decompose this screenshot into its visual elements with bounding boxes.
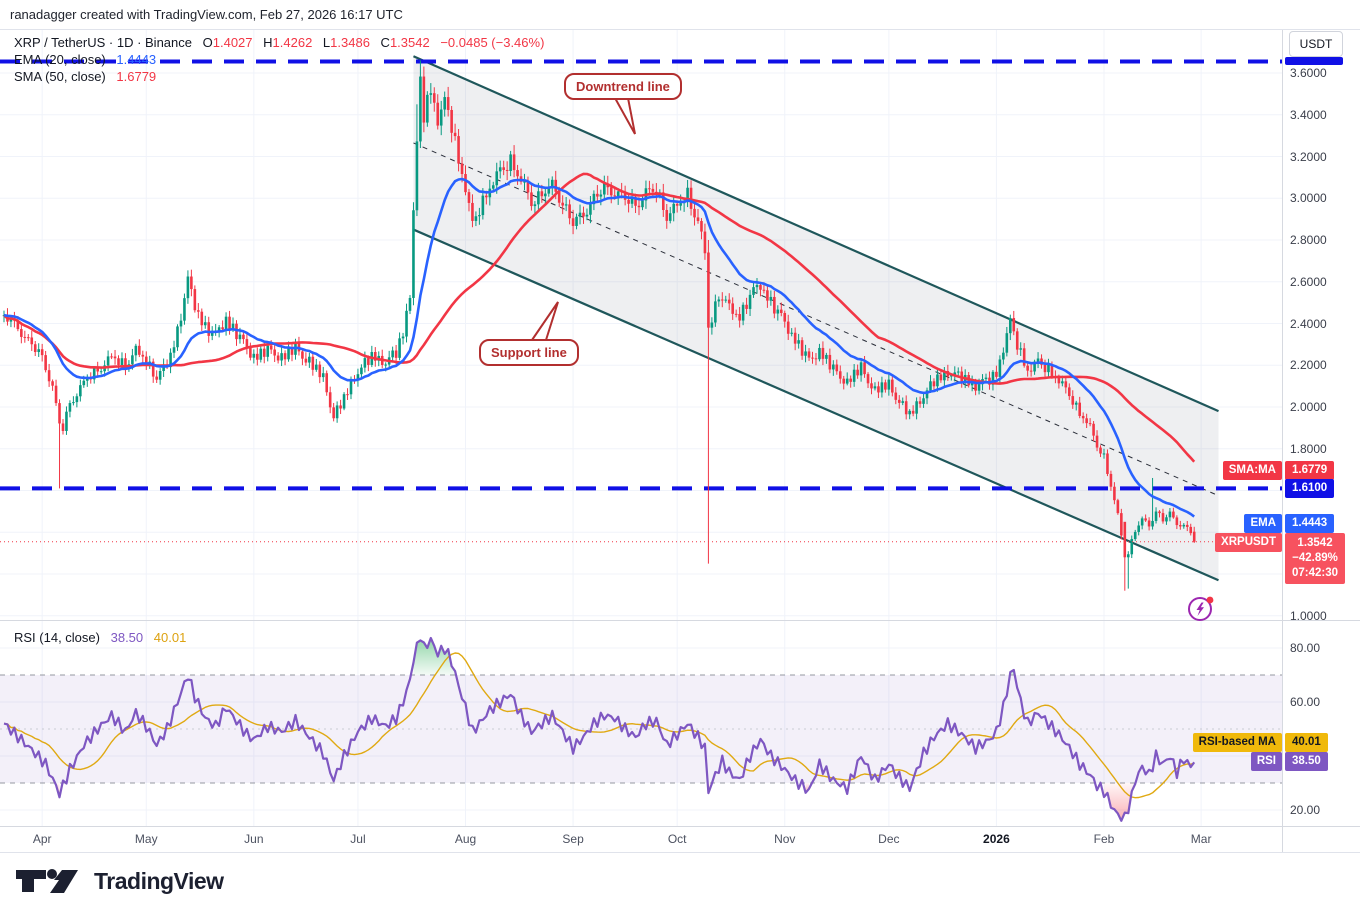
upper-price-line-axis-marker[interactable] [1285,57,1343,65]
price-tick-label: 3.4000 [1290,107,1327,122]
symbol-axis-tag: XRPUSDT [1215,533,1282,552]
downtrend-balloon-tail [613,97,636,135]
time-axis-label: Aug [454,832,477,846]
ema-axis-tag: EMA [1244,514,1282,533]
flash-ideas-icon[interactable] [1186,594,1216,624]
rsi-legend-row[interactable]: RSI (14, close) 38.50 40.01 [14,630,186,645]
sma-axis-value: 1.6779 [1285,461,1335,480]
time-axis-label: Sep [562,832,584,846]
ema-label: EMA (20, close) [14,52,106,67]
rsi-label: RSI (14, close) [14,630,100,645]
time-axis-label: Nov [774,832,796,846]
tradingview-logo-text: TradingView [94,867,224,894]
price-line-label[interactable]: 1.6100 [1285,479,1335,498]
last-price-value: 1.3542 [1297,537,1333,549]
symbol-legend-row[interactable]: XRP / TetherUS · 1D · Binance O1.4027 H1… [14,35,544,50]
last-price-change: −42.89% [1292,552,1338,564]
rsi-ma-axis-value: 40.01 [1285,733,1328,752]
sma-axis-tag: SMA:MA [1222,461,1282,480]
ohlc-open-value: 1.4027 [212,35,253,50]
ohlc-low-value: 1.3486 [330,35,370,50]
rsi-axis-value: 38.50 [1285,752,1328,771]
symbol-title: XRP / TetherUS · 1D · Binance [14,35,192,50]
price-tick-label: 1.0000 [1290,608,1327,623]
time-axis-label: Jun [244,832,264,846]
ohlc-high-value: 1.4262 [272,35,313,50]
time-axis-label: 2026 [983,832,1010,846]
sma-legend-row[interactable]: SMA (50, close) 1.6779 [14,69,156,84]
time-axis-label: Oct [667,832,687,846]
time-axis-label: May [134,832,158,846]
bar-close-countdown: 07:42:30 [1292,567,1339,579]
price-tick-label: 2.2000 [1290,358,1327,373]
ema-legend-row[interactable]: EMA (20, close) 1.4443 [14,52,156,67]
ema-value: 1.4443 [116,52,157,67]
price-tick-label: 2.0000 [1290,400,1327,414]
last-price-axis-label: 1.3542 −42.89% 07:42:30 [1285,533,1346,584]
change-value: −0.0485 (−3.46%) [440,35,545,50]
price-tick-label: 2.4000 [1290,316,1327,331]
time-axis-label: Mar [1190,832,1212,846]
rsi-tick-label: 60.00 [1290,695,1321,709]
ohlc-close-label: C [380,35,390,50]
ohlc-high-label: H [263,35,273,50]
rsi-tick-label: 80.00 [1290,641,1321,655]
price-tick-label: 3.6000 [1290,66,1327,80]
ohlc-low-label: L [322,35,331,50]
rsi-axis-tag: RSI [1250,752,1282,771]
tradingview-logo-mark [16,869,78,893]
ema-axis-value: 1.4443 [1285,514,1335,533]
support-annotation[interactable]: Support line [479,339,579,366]
credit-text: ranadagger created with TradingView.com,… [10,7,403,22]
ohlc-open-label: O [202,35,213,50]
time-axis-label: Jul [350,832,366,846]
currency-toggle-button[interactable]: USDT [1289,31,1343,57]
price-tick-label: 3.0000 [1290,191,1327,206]
time-axis-label: Dec [878,832,900,846]
rsi-ma-value: 40.01 [153,630,187,645]
ohlc-close-value: 1.3542 [389,35,430,50]
rsi-value: 38.50 [110,630,144,645]
rsi-tick-label: 20.00 [1290,803,1321,817]
support-balloon-tail [530,301,559,341]
price-tick-label: 2.6000 [1290,274,1327,289]
price-tick-label: 2.8000 [1290,233,1327,247]
time-axis-label: Apr [32,832,52,846]
price-tick-label: 1.8000 [1290,441,1327,456]
tradingview-logo[interactable]: TradingView [14,866,224,896]
sma-label: SMA (50, close) [14,69,106,84]
rsi-ma-axis-tag: RSI-based MA [1192,733,1282,752]
time-axis-label: Feb [1093,832,1115,846]
sma-value: 1.6779 [116,69,157,84]
downtrend-annotation[interactable]: Downtrend line [564,73,682,100]
price-tick-label: 3.2000 [1290,149,1327,164]
